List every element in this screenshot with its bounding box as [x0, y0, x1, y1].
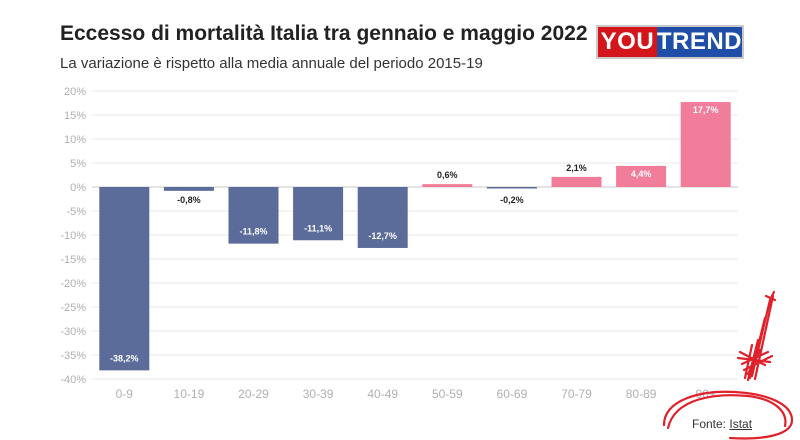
y-tick-label: -25%	[60, 302, 86, 314]
source-prefix: Fonte:	[692, 417, 727, 431]
x-tick-label: 80-89	[626, 387, 657, 401]
bar	[357, 187, 408, 248]
y-tick-label: -10%	[60, 230, 86, 242]
x-tick-label: 50-59	[432, 387, 463, 401]
x-tick-label: 40-49	[367, 387, 398, 401]
x-tick-label: 0-9	[116, 387, 134, 401]
data-label: 4,4%	[631, 169, 652, 179]
y-tick-label: 0%	[70, 182, 86, 194]
data-label: -11,1%	[304, 223, 332, 233]
x-tick-label: 90+	[696, 387, 716, 401]
bar	[293, 187, 344, 241]
data-label: 2,1%	[566, 163, 587, 173]
y-tick-label: 5%	[70, 158, 86, 170]
data-label: 17,7%	[693, 105, 719, 115]
data-label: -38,2%	[110, 353, 139, 363]
y-tick-label: -40%	[60, 374, 86, 386]
x-tick-label: 10-19	[174, 387, 205, 401]
y-tick-label: -35%	[60, 350, 86, 362]
source-note: Fonte: Istat	[692, 417, 752, 431]
x-tick-label: 60-69	[497, 387, 528, 401]
chart-title: Eccesso di mortalità Italia tra gennaio …	[60, 22, 588, 45]
x-tick-label: 70-79	[561, 387, 592, 401]
y-tick-label: 15%	[64, 110, 86, 122]
bar	[680, 102, 731, 187]
bar	[551, 176, 602, 187]
data-label: 0,6%	[437, 170, 458, 180]
data-label: -0,8%	[177, 195, 201, 205]
y-tick-label: 10%	[64, 134, 86, 146]
y-tick-label: -30%	[60, 326, 86, 338]
data-label: -11,8%	[239, 227, 267, 237]
bar	[422, 184, 473, 187]
y-tick-label: 20%	[64, 86, 86, 98]
bar	[486, 187, 537, 189]
y-tick-label: -5%	[66, 206, 86, 218]
x-tick-label: 20-29	[238, 387, 269, 401]
bar	[99, 187, 150, 371]
x-tick-label: 30-39	[303, 387, 334, 401]
y-tick-label: -20%	[60, 278, 86, 290]
bar	[616, 165, 667, 187]
y-tick-label: -15%	[60, 254, 86, 266]
bar	[228, 187, 279, 244]
logo-part-you: YOU	[598, 27, 657, 57]
bar	[163, 187, 214, 191]
logo-part-trend: TREND	[656, 27, 742, 57]
data-label: -12,7%	[368, 231, 397, 241]
source-link-istat[interactable]: Istat	[729, 417, 753, 431]
youtrend-logo: YOU TREND	[596, 25, 744, 59]
data-label: -0,2%	[500, 195, 524, 205]
chart-subtitle: La variazione è rispetto alla media annu…	[60, 55, 483, 72]
